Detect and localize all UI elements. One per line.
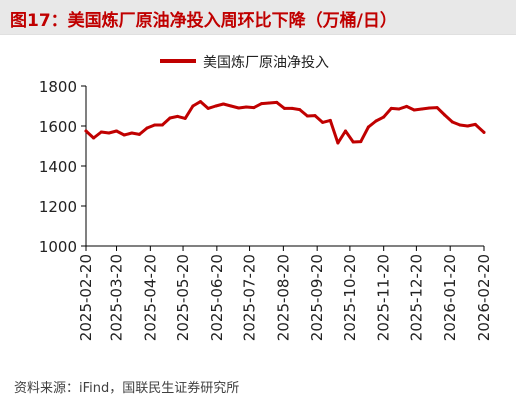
data-point (458, 123, 462, 127)
data-point (168, 116, 172, 120)
x-tick-label: 2025-07-20 (241, 254, 259, 341)
x-axis: 2025-02-20 2025-03-20 2025-04-20 2025-05-20… (77, 245, 493, 341)
data-point (450, 120, 454, 124)
data-point (92, 136, 96, 140)
legend-label: 美国炼厂原油净投入 (203, 55, 329, 71)
data-point (366, 125, 370, 129)
y-tick-label: 1200 (39, 198, 77, 216)
data-point (122, 133, 126, 137)
y-axis: 1000 1200 1400 1600 1800 (39, 78, 87, 256)
chart-container: 美国炼厂原油净投入 1000 1200 1400 1600 1800 2025-02-2… (0, 34, 516, 364)
data-point (214, 104, 218, 108)
x-tick-label: 2025-05-20 (174, 254, 192, 341)
data-point (321, 120, 325, 124)
data-point (206, 106, 210, 110)
data-point (275, 100, 279, 104)
y-tick-label: 1400 (39, 158, 77, 176)
y-tick-label: 1000 (39, 238, 77, 256)
data-point (130, 131, 134, 135)
x-tick-label: 2026-02-20 (475, 254, 493, 341)
line-chart: 美国炼厂原油净投入 1000 1200 1400 1600 1800 2025-02-2… (39, 55, 493, 341)
data-point (84, 129, 88, 133)
data-point (328, 118, 332, 122)
data-point (382, 115, 386, 119)
data-point (351, 140, 355, 144)
data-point (183, 116, 187, 120)
data-point (397, 107, 401, 111)
data-point (389, 106, 393, 110)
data-point (260, 102, 264, 106)
data-point (252, 106, 256, 110)
data-point (420, 107, 424, 111)
data-point (313, 114, 317, 118)
x-tick-label: 2025-06-20 (208, 254, 226, 341)
data-point (176, 114, 180, 118)
data-point (137, 132, 141, 136)
data-point (283, 106, 286, 110)
x-tick-label: 2025-02-20 (77, 254, 95, 341)
data-point (199, 100, 202, 104)
data-point (359, 140, 363, 144)
data-point (344, 129, 347, 133)
data-point (374, 119, 378, 123)
data-point (267, 101, 271, 105)
data-point (298, 108, 302, 112)
data-point (435, 106, 439, 110)
data-point (305, 114, 309, 118)
x-tick-label: 2025-04-20 (141, 254, 159, 341)
data-point (115, 129, 118, 133)
x-tick-label: 2025-08-20 (274, 254, 292, 341)
x-tick-label: 2025-10-20 (341, 254, 359, 341)
y-tick-label: 1600 (39, 118, 77, 136)
data-point (229, 104, 233, 108)
x-tick-label: 2025-12-20 (407, 254, 425, 341)
data-point (237, 106, 241, 110)
data-point (221, 102, 225, 106)
legend: 美国炼厂原油净投入 (160, 55, 329, 71)
data-point (244, 105, 248, 109)
data-point (405, 104, 409, 108)
figure-title: 图17：美国炼厂原油净投入周环比下降（万桶/日） (10, 11, 397, 31)
figure-header: 图17：美国炼厂原油净投入周环比下降（万桶/日） (0, 0, 516, 35)
x-tick-label: 2025-11-20 (375, 254, 393, 341)
x-tick-label: 2025-03-20 (108, 254, 126, 341)
series-layer (84, 100, 486, 145)
data-point (191, 104, 195, 108)
data-point (107, 131, 111, 135)
data-point (412, 108, 416, 112)
data-point (290, 106, 294, 110)
data-point (336, 141, 340, 145)
data-point (428, 106, 431, 110)
data-point (145, 126, 149, 130)
data-point (466, 124, 470, 128)
data-point (482, 130, 486, 134)
x-tick-label: 2026-01-20 (441, 254, 459, 341)
data-point (160, 123, 164, 127)
data-point (473, 122, 477, 126)
data-point (443, 113, 447, 117)
y-tick-label: 1800 (39, 78, 77, 96)
x-tick-label: 2025-09-20 (308, 254, 326, 341)
source-note: 资料来源：iFind，国联民生证券研究所 (14, 381, 240, 396)
data-point (99, 130, 103, 134)
data-point (153, 123, 157, 127)
